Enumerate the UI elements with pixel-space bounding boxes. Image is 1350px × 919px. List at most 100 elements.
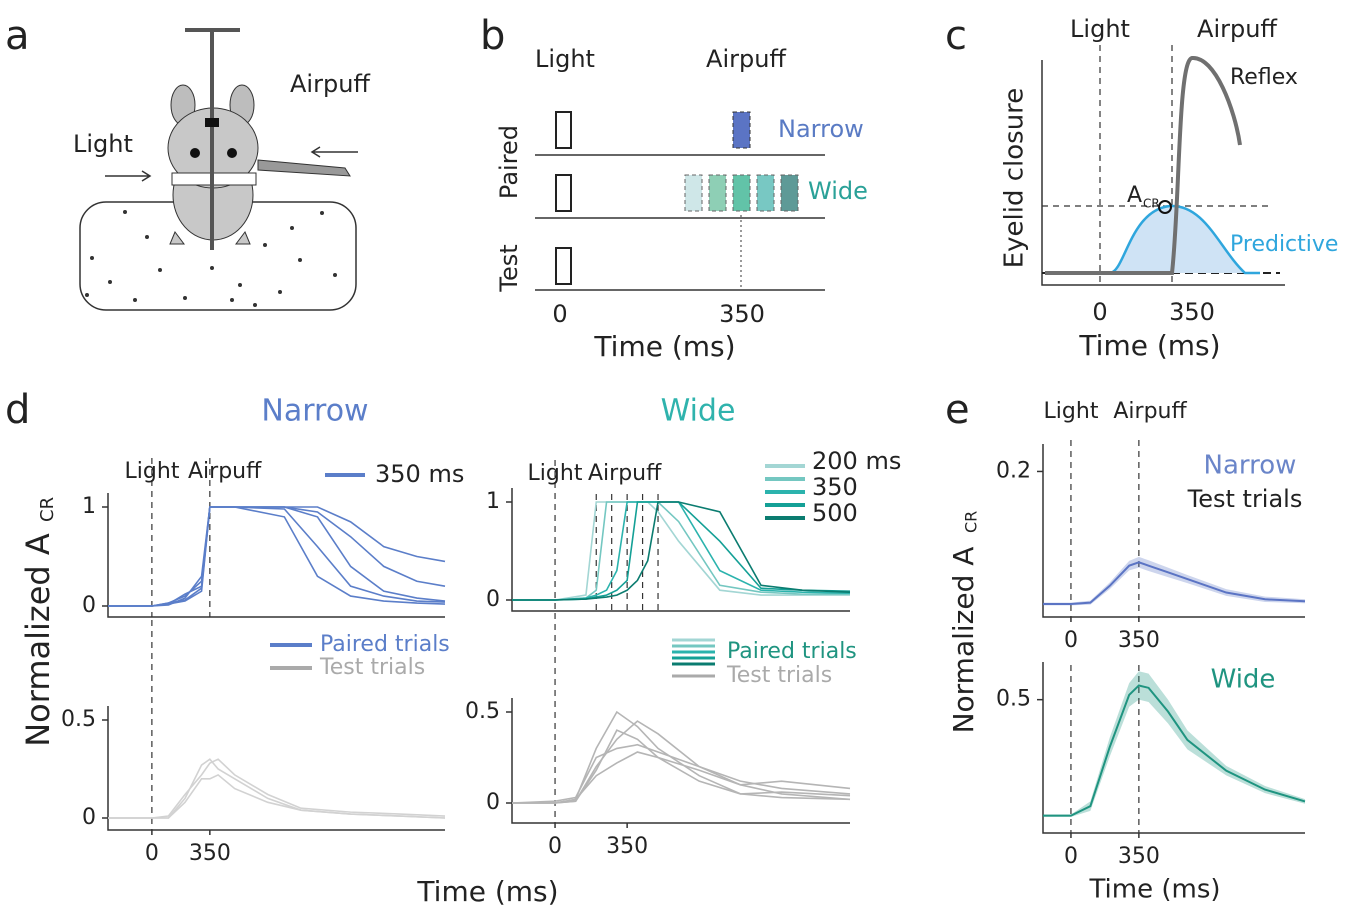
legend-label: Paired trials	[727, 639, 857, 664]
trace	[512, 729, 851, 804]
x-tick-label: 0	[548, 834, 562, 859]
predictive-area	[1110, 205, 1245, 273]
y-tick-label: 0	[486, 790, 500, 815]
trace	[1043, 561, 1306, 605]
trace	[108, 506, 446, 607]
y-axis-label-sub: CR	[37, 497, 58, 522]
acr-marker	[1158, 200, 1172, 214]
label-paired: Paired	[495, 125, 523, 199]
label-narrow: Narrow	[778, 115, 864, 143]
y-axis-label: Normalized A	[947, 547, 980, 734]
x-tick-label: 0	[145, 841, 159, 866]
y-axis-label: Normalized A	[19, 533, 57, 747]
axes	[1041, 60, 1285, 286]
trace	[1043, 684, 1306, 817]
legend-label: Test trials	[726, 663, 832, 688]
mouse	[167, 28, 351, 250]
label-airpuff: Airpuff	[706, 45, 786, 73]
trace	[108, 758, 446, 819]
x-tick-label: 0	[1092, 298, 1107, 326]
panel-label: d	[5, 387, 30, 433]
x-tick-label: 350	[719, 300, 765, 328]
error-band	[1043, 671, 1305, 817]
y-tick-label: 0.5	[996, 687, 1031, 712]
legend-label: Test trials	[319, 655, 425, 680]
legend-label: 350 ms	[375, 460, 464, 488]
x-tick-label: 0	[552, 300, 567, 328]
dots	[85, 210, 337, 307]
x-tick-label: 350	[606, 834, 648, 859]
event-label: Light	[125, 459, 180, 484]
label-test: Test	[495, 244, 523, 292]
y-axis-label: Eyelid closure	[1000, 88, 1030, 269]
x-tick-label: 350	[189, 841, 231, 866]
label-airpuff: Airpuff	[290, 70, 370, 98]
event-label: Airpuff	[188, 459, 262, 484]
label-airpuff: Airpuff	[1197, 15, 1277, 43]
trace	[108, 506, 446, 607]
trace	[511, 743, 851, 804]
axes	[1042, 444, 1305, 618]
axes	[511, 698, 850, 824]
error-band	[1043, 556, 1305, 606]
y-tick-label: 0	[82, 593, 96, 618]
chart-title: Narrow	[261, 394, 368, 429]
trace	[108, 506, 446, 607]
arrow-light	[105, 170, 152, 182]
panel-a: a Airpuff Light	[5, 13, 370, 311]
x-tick-label: 350	[1118, 844, 1160, 869]
panel-label: e	[945, 387, 970, 433]
y-tick-label: 0	[486, 587, 500, 612]
chart-title: Wide	[1211, 665, 1276, 695]
label-acr: A	[1127, 183, 1142, 208]
label-light: Light	[535, 45, 595, 73]
chart-subtitle: Test trials	[1187, 485, 1303, 513]
label-light: Light	[1070, 15, 1130, 43]
x-tick-label: 350	[1169, 298, 1215, 326]
airpuff-wide	[684, 174, 799, 212]
x-axis-label: Time (ms)	[1078, 329, 1220, 362]
axes	[107, 493, 445, 618]
label-wide: Wide	[808, 177, 868, 205]
legend-label: Paired trials	[320, 632, 450, 657]
trace	[108, 506, 446, 607]
event-label: Light	[1044, 399, 1099, 424]
axes	[511, 488, 850, 612]
light-boxes	[555, 111, 572, 285]
trace	[108, 773, 446, 819]
axes	[107, 706, 445, 831]
x-axis-label: Time (ms)	[1088, 875, 1220, 905]
x-axis-label: Time (ms)	[593, 330, 735, 363]
event-label: Light	[528, 461, 583, 486]
x-tick-label: 350	[1118, 628, 1160, 653]
label-acr-sub: CR	[1143, 197, 1160, 211]
panel-b: b Light Airpuff Paired Test Narrow Wide …	[480, 13, 868, 363]
label-reflex: Reflex	[1230, 65, 1298, 90]
x-tick-label: 0	[1064, 844, 1078, 869]
x-axis-label: Time (ms)	[416, 875, 558, 908]
y-axis-label-sub: CR	[962, 511, 981, 533]
trace	[108, 758, 446, 819]
trace	[512, 501, 851, 601]
trace	[108, 506, 446, 607]
y-tick-label: 1	[486, 489, 500, 514]
label-light: Light	[73, 130, 133, 158]
axes	[1042, 662, 1305, 834]
y-tick-label: 0	[82, 805, 96, 830]
airpuff-narrow	[732, 111, 751, 149]
panel-c: c Light Airpuff Reflex Eyelid closure A …	[945, 13, 1338, 362]
chart-title: Wide	[661, 394, 736, 429]
event-label: Airpuff	[588, 461, 662, 486]
y-tick-label: 0.2	[996, 458, 1031, 483]
y-tick-label: 0.5	[61, 707, 96, 732]
arrow-airpuff	[310, 146, 358, 158]
y-tick-label: 0.5	[465, 699, 500, 724]
trace	[512, 751, 851, 804]
legend-label: 200 ms	[812, 447, 901, 475]
x-tick-label: 0	[1064, 628, 1078, 653]
chart-title: Narrow	[1204, 451, 1297, 481]
y-tick-label: 1	[82, 494, 96, 519]
label-predictive: Predictive	[1230, 232, 1338, 257]
reflex-curve	[1045, 56, 1242, 275]
